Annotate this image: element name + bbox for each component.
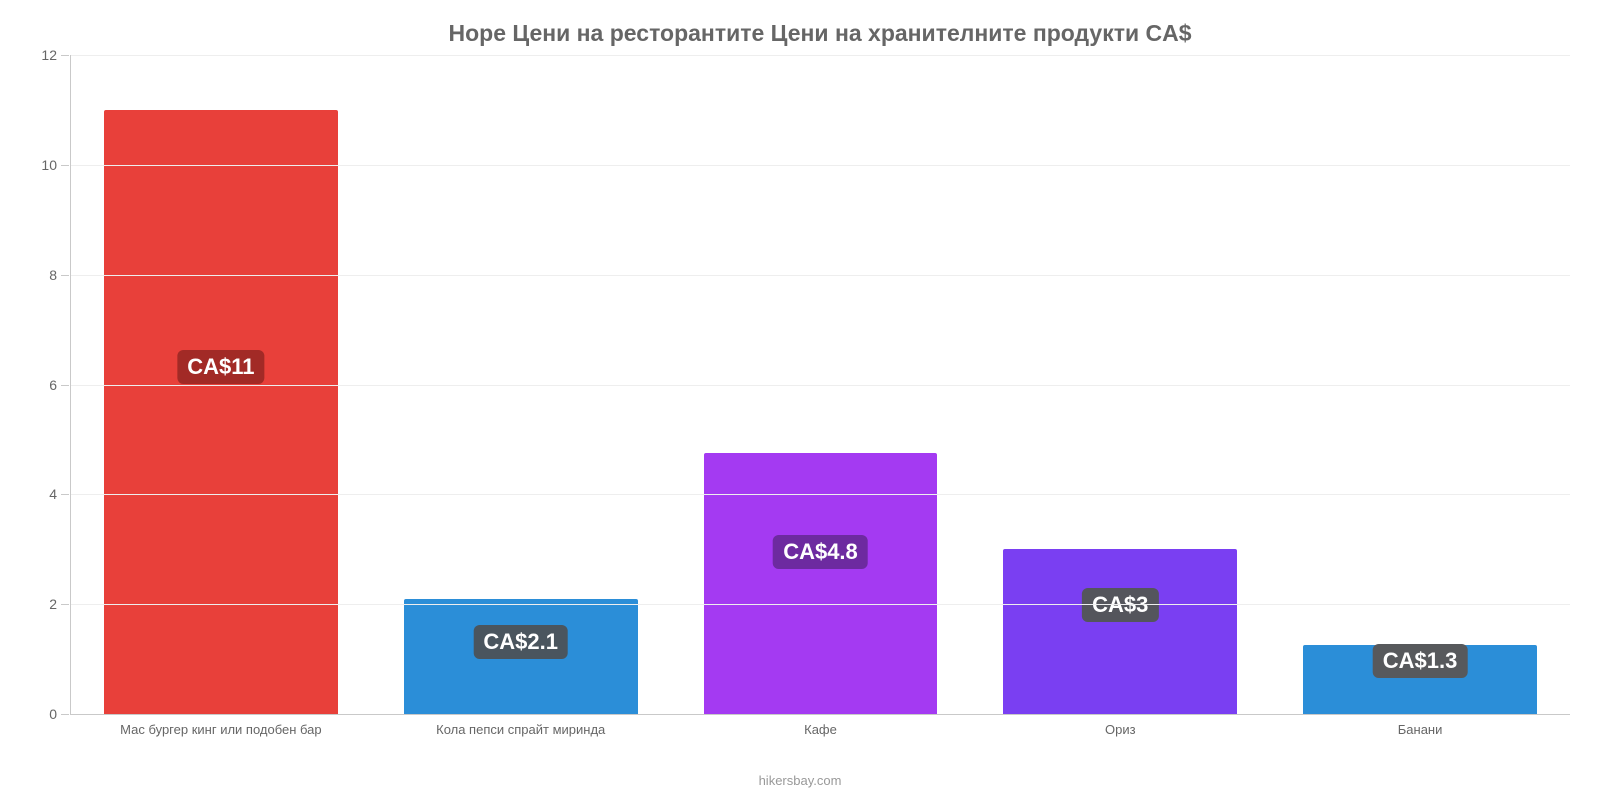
value-badge: CA$11	[177, 350, 264, 384]
bar	[1003, 549, 1237, 714]
grid-line	[71, 494, 1570, 495]
category-label: Кола пепси спрайт миринда	[436, 722, 605, 737]
category-label: Мас бургер кинг или подобен бар	[120, 722, 322, 737]
y-tick	[61, 604, 69, 605]
bar	[104, 110, 338, 714]
y-axis-label: 4	[49, 486, 57, 502]
grid-line	[71, 165, 1570, 166]
y-tick	[61, 714, 69, 715]
grid-line	[71, 55, 1570, 56]
plot-area: CA$11Мас бургер кинг или подобен барCA$2…	[70, 55, 1570, 715]
bar	[704, 453, 938, 714]
value-badge: CA$2.1	[473, 625, 568, 659]
y-axis-label: 6	[49, 377, 57, 393]
chart-title: Hope Цени на ресторантите Цени на хранит…	[70, 20, 1570, 47]
chart-footer: hikersbay.com	[0, 773, 1600, 788]
y-tick	[61, 275, 69, 276]
grid-line	[71, 604, 1570, 605]
y-axis-label: 2	[49, 596, 57, 612]
y-axis-label: 8	[49, 267, 57, 283]
value-badge: CA$4.8	[773, 535, 868, 569]
y-axis-label: 10	[41, 157, 57, 173]
category-label: Банани	[1398, 722, 1443, 737]
y-axis-label: 0	[49, 706, 57, 722]
y-tick	[61, 385, 69, 386]
y-tick	[61, 494, 69, 495]
y-tick	[61, 55, 69, 56]
category-label: Кафе	[804, 722, 837, 737]
value-badge: CA$1.3	[1373, 644, 1468, 678]
y-tick	[61, 165, 69, 166]
price-bar-chart: Hope Цени на ресторантите Цени на хранит…	[0, 0, 1600, 800]
y-axis-label: 12	[41, 47, 57, 63]
grid-line	[71, 275, 1570, 276]
grid-line	[71, 385, 1570, 386]
category-label: Ориз	[1105, 722, 1136, 737]
